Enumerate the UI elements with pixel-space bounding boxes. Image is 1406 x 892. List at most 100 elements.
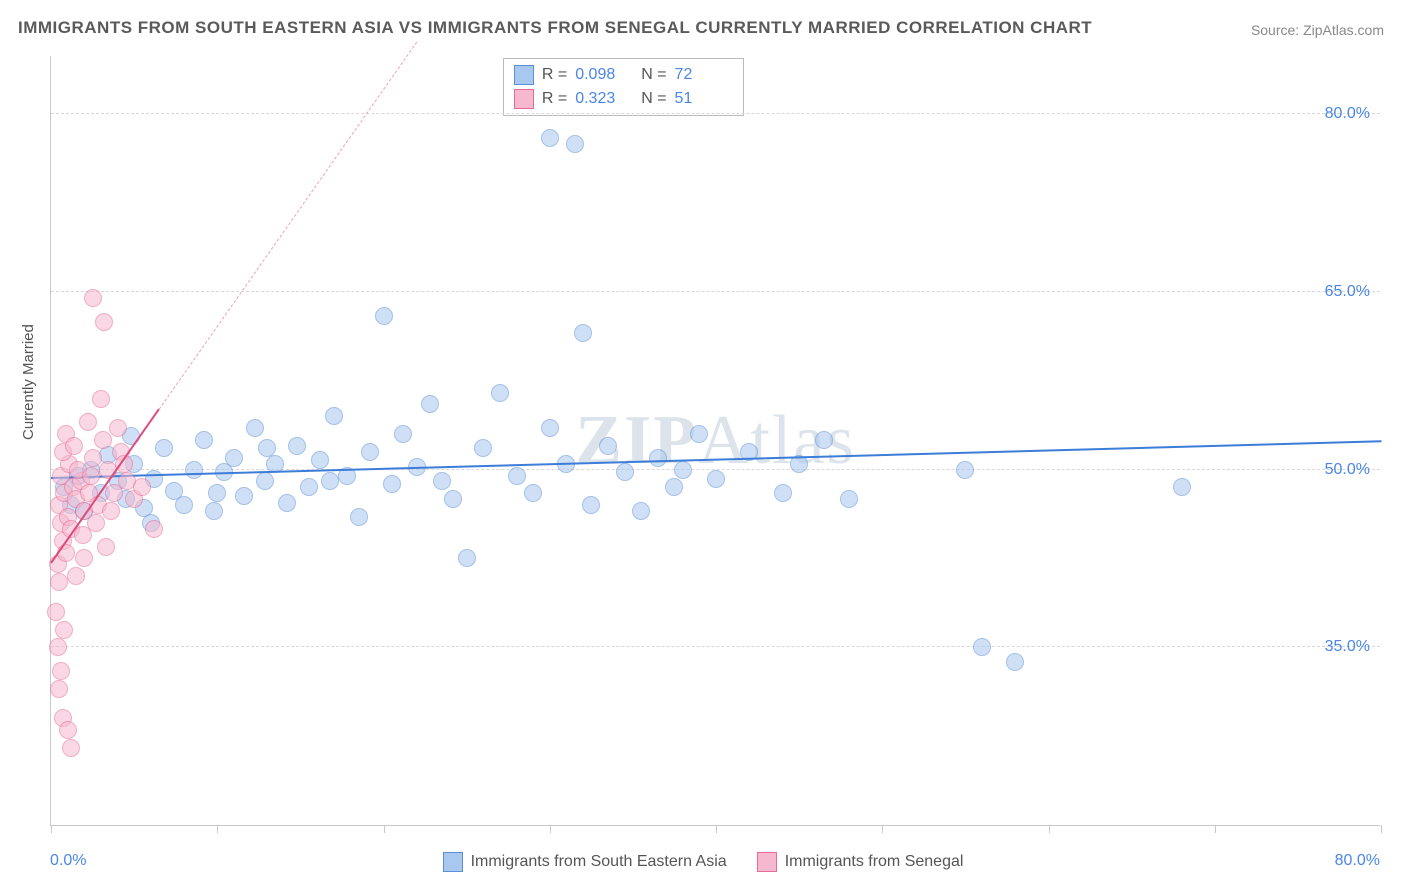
data-point — [75, 549, 93, 567]
data-point — [82, 467, 100, 485]
data-point — [109, 419, 127, 437]
data-point — [599, 437, 617, 455]
data-point — [288, 437, 306, 455]
data-point — [52, 662, 70, 680]
legend-label: Immigrants from Senegal — [785, 853, 964, 871]
data-point — [235, 487, 253, 505]
legend-swatch — [514, 65, 534, 85]
data-point — [973, 638, 991, 656]
data-point — [225, 449, 243, 467]
data-point — [690, 425, 708, 443]
data-point — [84, 289, 102, 307]
data-point — [256, 472, 274, 490]
data-point — [815, 431, 833, 449]
data-point — [956, 461, 974, 479]
data-point — [205, 502, 223, 520]
x-tick — [51, 825, 52, 833]
data-point — [65, 437, 83, 455]
data-point — [278, 494, 296, 512]
legend-series: Immigrants from South Eastern Asia Immigr… — [0, 852, 1406, 872]
r-label: R = — [542, 90, 567, 108]
data-point — [321, 472, 339, 490]
data-point — [582, 496, 600, 514]
data-point — [185, 461, 203, 479]
data-point — [145, 520, 163, 538]
data-point — [566, 135, 584, 153]
legend-label: Immigrants from South Eastern Asia — [471, 853, 727, 871]
data-point — [421, 395, 439, 413]
legend-swatch — [757, 852, 777, 872]
n-value: 72 — [675, 66, 733, 84]
y-tick-label: 80.0% — [1325, 105, 1370, 123]
x-tick — [1215, 825, 1216, 833]
data-point — [208, 484, 226, 502]
data-point — [95, 313, 113, 331]
x-tick — [1049, 825, 1050, 833]
data-point — [1006, 653, 1024, 671]
gridline — [51, 291, 1380, 292]
data-point — [707, 470, 725, 488]
trend-line — [159, 42, 417, 410]
data-point — [67, 567, 85, 585]
data-point — [47, 603, 65, 621]
data-point — [175, 496, 193, 514]
data-point — [50, 680, 68, 698]
data-point — [491, 384, 509, 402]
legend-swatch — [514, 89, 534, 109]
data-point — [102, 502, 120, 520]
r-label: R = — [542, 66, 567, 84]
gridline — [51, 113, 1380, 114]
x-tick — [217, 825, 218, 833]
data-point — [87, 514, 105, 532]
x-tick — [882, 825, 883, 833]
data-point — [55, 621, 73, 639]
data-point — [79, 413, 97, 431]
data-point — [155, 439, 173, 457]
data-point — [50, 573, 68, 591]
data-point — [375, 307, 393, 325]
data-point — [649, 449, 667, 467]
data-point — [458, 549, 476, 567]
data-point — [92, 390, 110, 408]
x-tick — [716, 825, 717, 833]
data-point — [574, 324, 592, 342]
legend-item: Immigrants from Senegal — [757, 852, 964, 872]
data-point — [774, 484, 792, 502]
legend-stats: R =0.098N =72R =0.323N =51 — [503, 58, 744, 116]
legend-item: Immigrants from South Eastern Asia — [443, 852, 727, 872]
data-point — [133, 478, 151, 496]
data-point — [350, 508, 368, 526]
n-label: N = — [641, 66, 666, 84]
data-point — [840, 490, 858, 508]
data-point — [57, 544, 75, 562]
y-tick-label: 35.0% — [1325, 638, 1370, 656]
data-point — [383, 475, 401, 493]
data-point — [508, 467, 526, 485]
data-point — [62, 739, 80, 757]
n-value: 51 — [675, 90, 733, 108]
data-point — [541, 129, 559, 147]
legend-swatch — [443, 852, 463, 872]
data-point — [311, 451, 329, 469]
data-point — [49, 638, 67, 656]
data-point — [394, 425, 412, 443]
data-point — [541, 419, 559, 437]
data-point — [674, 461, 692, 479]
data-point — [632, 502, 650, 520]
data-point — [97, 538, 115, 556]
data-point — [665, 478, 683, 496]
data-point — [616, 463, 634, 481]
legend-stat-row: R =0.098N =72 — [514, 63, 733, 87]
data-point — [258, 439, 276, 457]
y-tick-label: 50.0% — [1325, 461, 1370, 479]
x-tick — [550, 825, 551, 833]
data-point — [195, 431, 213, 449]
data-point — [361, 443, 379, 461]
chart-title: IMMIGRANTS FROM SOUTH EASTERN ASIA VS IM… — [18, 18, 1092, 38]
data-point — [474, 439, 492, 457]
n-label: N = — [641, 90, 666, 108]
x-tick — [1381, 825, 1382, 833]
plot-area: ZIPAtlas R =0.098N =72R =0.323N =51 35.0… — [50, 56, 1380, 826]
source-label: Source: ZipAtlas.com — [1251, 22, 1384, 38]
data-point — [444, 490, 462, 508]
